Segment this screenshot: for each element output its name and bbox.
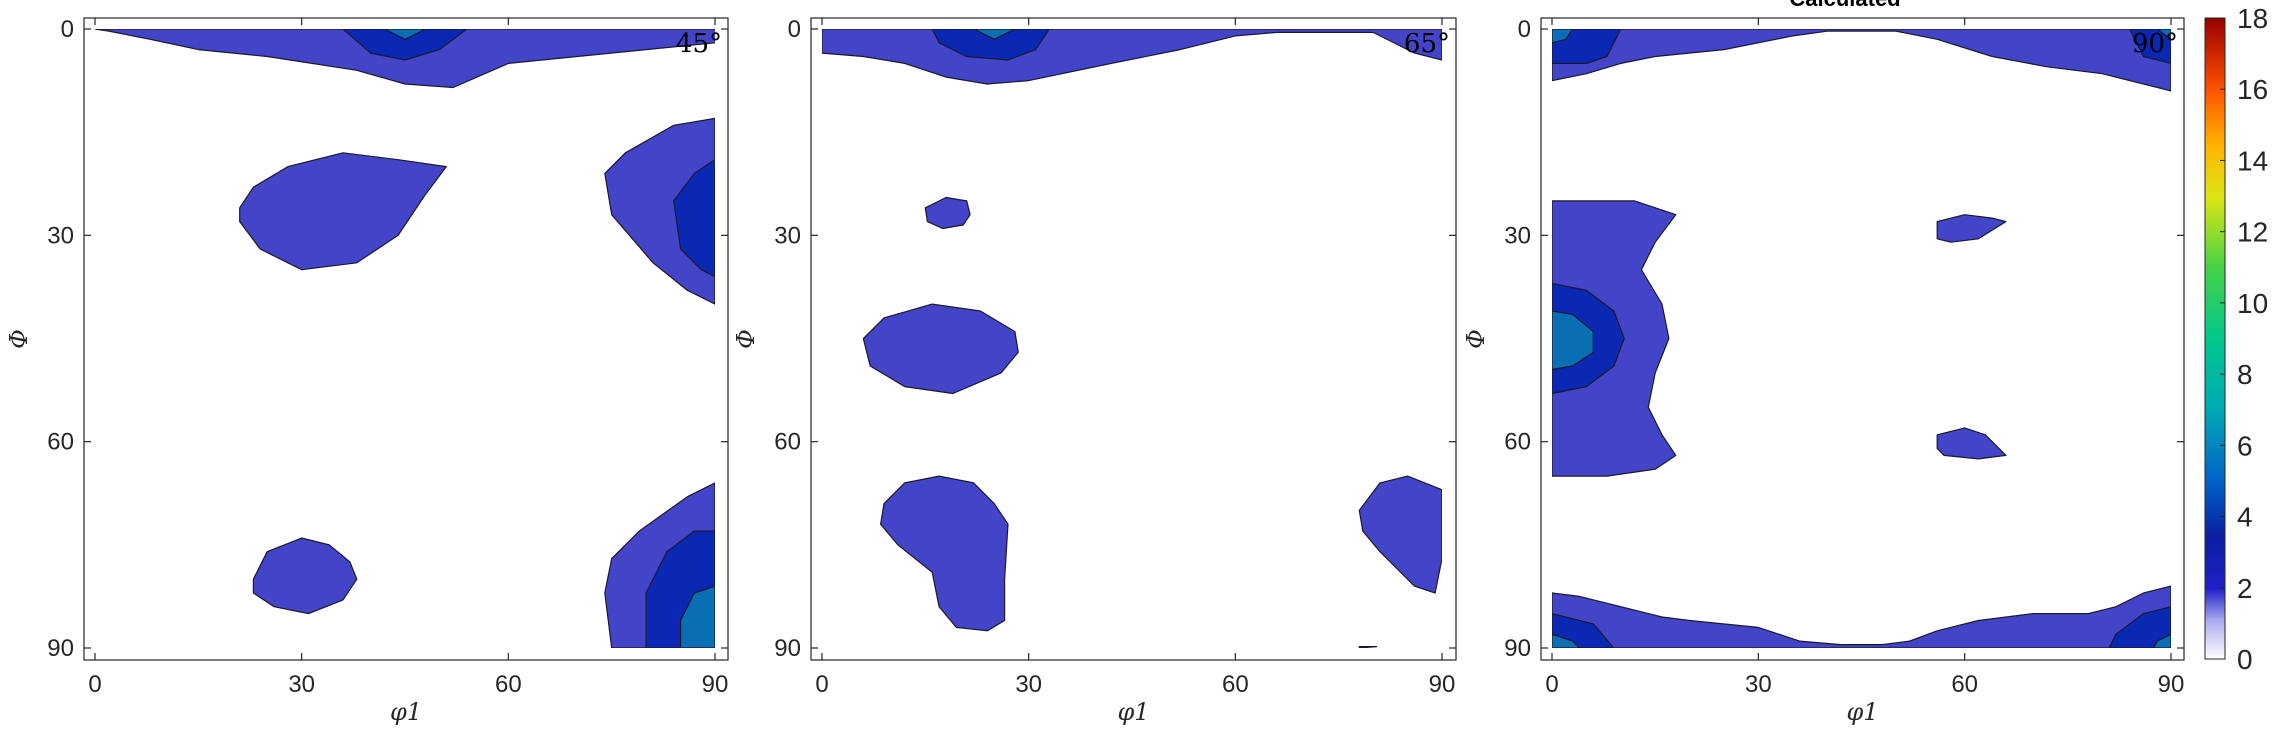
- x-tick-label: 0: [88, 671, 101, 698]
- y-tick-label: 60: [47, 429, 74, 456]
- x-axis-label: φ1: [1117, 698, 1149, 726]
- y-tick-label: 0: [788, 16, 801, 43]
- y-tick-label: 60: [774, 429, 801, 456]
- panel-angle-label: 45°: [676, 29, 722, 59]
- odf-panel-45: 0 0 30 30 60 60 90 90 φ1 Φ 45°: [5, 16, 729, 726]
- y-axis-label: Φ: [732, 329, 760, 349]
- x-axis-label: φ1: [1846, 698, 1878, 726]
- colorbar-tick-label: 4: [2237, 502, 2253, 533]
- axes-box: [810, 17, 1457, 661]
- y-tick-label: 90: [47, 635, 74, 662]
- contour-region-level-5: [383, 29, 427, 40]
- y-tick-label: 0: [1518, 16, 1531, 43]
- contour-regions: [95, 29, 715, 648]
- contour-region-level-1: [239, 152, 447, 271]
- x-tick-label: 90: [2158, 671, 2185, 698]
- axes-box: [83, 17, 729, 661]
- y-tick-label: 60: [1504, 429, 1531, 456]
- contour-region-level-1: [1358, 475, 1442, 594]
- odf-panel-65: 0 0 30 30 60 60 90 90 φ1 Φ 65°: [732, 16, 1457, 726]
- contour-region-level-3: [1552, 29, 1622, 64]
- contour-region-level-1: [924, 196, 971, 230]
- colorbar-tick-label: 10: [2237, 288, 2268, 319]
- y-tick-label: 90: [1504, 635, 1531, 662]
- colorbar-tick-label: 12: [2237, 217, 2268, 248]
- contour-region-level-1: [1936, 214, 2007, 243]
- colorbar-tick-label: 16: [2237, 74, 2268, 105]
- contour-region-level-1: [1936, 427, 2007, 460]
- x-tick-label: 30: [1015, 671, 1042, 698]
- y-axis-label: Φ: [5, 329, 33, 349]
- panel-angle-label: 65°: [1404, 29, 1450, 59]
- colorbar-tick-label: 6: [2237, 430, 2253, 461]
- colorbar-tick-label: 8: [2237, 359, 2253, 390]
- colorbar: 0 2 4 6 8 10 12 14 16 18: [2204, 3, 2268, 675]
- x-tick-label: 0: [815, 671, 828, 698]
- contour-region-level-1: [252, 537, 358, 615]
- x-tick-label: 60: [1222, 671, 1249, 698]
- x-tick-label: 90: [1429, 671, 1456, 698]
- y-tick-label: 30: [774, 222, 801, 249]
- colorbar-tick-label: 2: [2237, 573, 2253, 604]
- colorbar-tick-label: 18: [2237, 3, 2268, 34]
- contour-region-level-1: [604, 117, 715, 305]
- colorbar-tick-label: 14: [2237, 145, 2268, 176]
- axes-box: [1540, 17, 2185, 661]
- odf-panel-90: 0 0 30 30 60 60 90 90 φ1 Φ 90°: [1462, 16, 2185, 726]
- x-tick-label: 90: [702, 671, 729, 698]
- colorbar-ticks: 0 2 4 6 8 10 12 14 16 18: [2220, 3, 2268, 675]
- contour-region-level-1: [880, 475, 1009, 632]
- contour-region-level-3: [2129, 29, 2171, 64]
- contour-regions: [1552, 29, 2171, 648]
- x-axis-label: φ1: [390, 698, 422, 726]
- contour-region-level-5: [973, 29, 1016, 40]
- y-tick-label: 30: [1504, 222, 1531, 249]
- contour-region-level-5: [2153, 633, 2171, 648]
- chart-title: Calculated: [1789, 0, 1900, 11]
- contour-region-level-1: [1358, 646, 1378, 648]
- contour-region-level-1: [1552, 585, 2171, 648]
- x-tick-label: 60: [1951, 671, 1978, 698]
- contour-region-level-3: [673, 159, 715, 278]
- contour-region-level-5: [1552, 633, 1581, 648]
- y-tick-label: 0: [61, 16, 74, 43]
- panel-angle-label: 90°: [2132, 29, 2178, 59]
- colorbar-tick-label: 0: [2237, 644, 2253, 675]
- contour-region-level-5: [680, 585, 715, 648]
- contour-region-level-5: [1552, 29, 1574, 44]
- y-axis-label: Φ: [1462, 329, 1490, 349]
- x-tick-label: 30: [1745, 671, 1772, 698]
- contour-region-level-5: [1552, 310, 1594, 371]
- contour-region-level-3: [2108, 606, 2171, 648]
- contour-region-level-3: [342, 29, 468, 61]
- x-tick-label: 30: [288, 671, 315, 698]
- contour-region-level-3: [931, 29, 1050, 61]
- y-tick-label: 90: [774, 635, 801, 662]
- contour-region-level-5: [2156, 29, 2171, 40]
- x-tick-label: 0: [1545, 671, 1558, 698]
- contour-region-level-1: [862, 303, 1019, 395]
- contour-region-level-1: [1552, 29, 2171, 92]
- y-tick-label: 30: [47, 222, 74, 249]
- x-tick-label: 60: [495, 671, 522, 698]
- contour-regions: [822, 29, 1442, 648]
- colorbar-gradient: [2204, 17, 2226, 660]
